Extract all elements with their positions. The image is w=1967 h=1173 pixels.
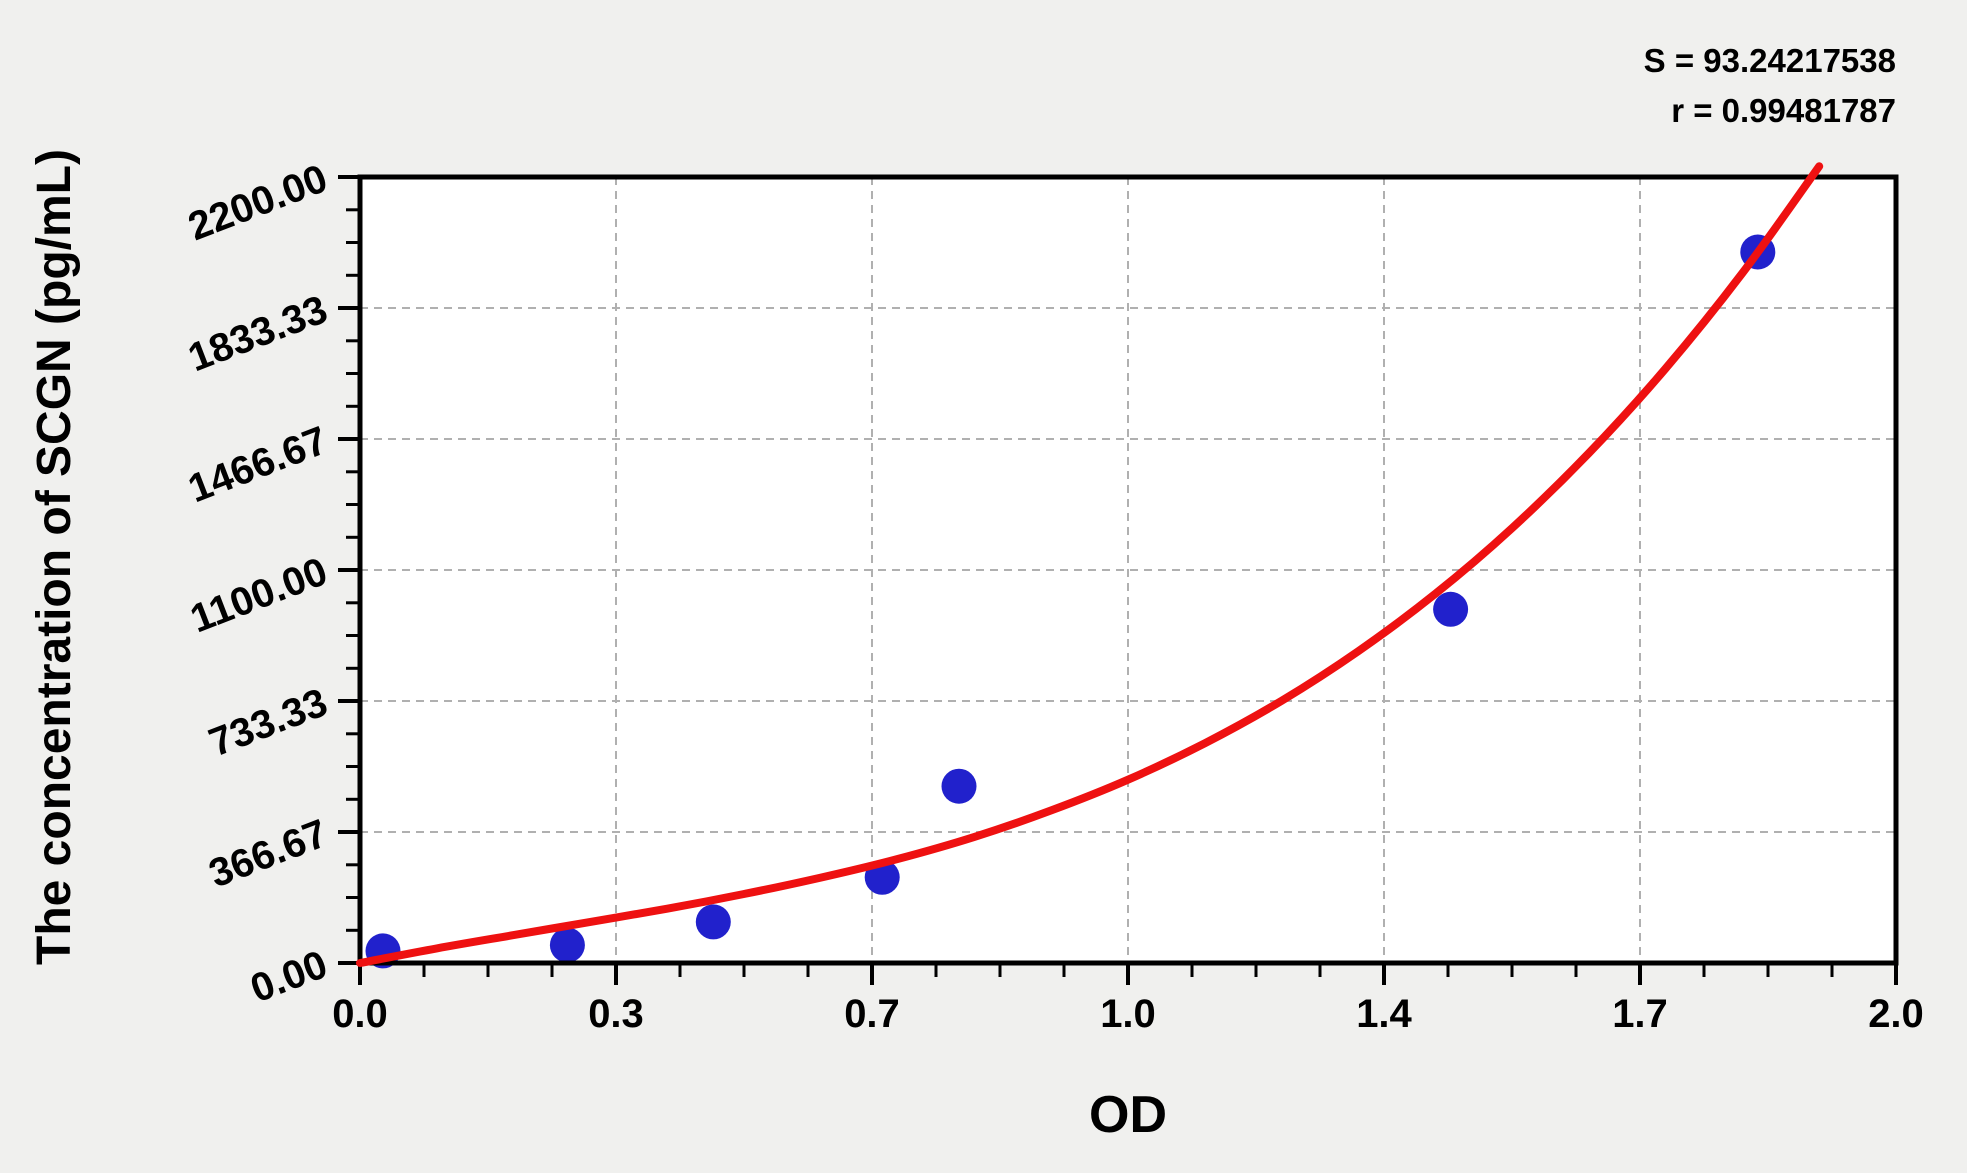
data-point bbox=[1433, 591, 1469, 627]
y-axis-tick-label: 1833.33 bbox=[182, 287, 333, 380]
x-axis-tick-label: 0.3 bbox=[588, 992, 644, 1036]
x-axis-tick-label: 2.0 bbox=[1868, 992, 1924, 1036]
data-point bbox=[941, 768, 977, 804]
y-axis-tick-label: 2200.00 bbox=[182, 156, 333, 249]
x-axis-tick-label: 0.7 bbox=[844, 992, 900, 1036]
fit-curve-group bbox=[356, 162, 1824, 967]
data-point bbox=[549, 927, 585, 963]
x-axis-tick-label: 1.7 bbox=[1612, 992, 1668, 1036]
x-axis-tick-label: 1.0 bbox=[1100, 992, 1156, 1036]
y-axis-tick-label: 366.67 bbox=[203, 811, 333, 896]
stat-r-value: r = 0.99481787 bbox=[1671, 92, 1896, 129]
stat-s-value: S = 93.24217538 bbox=[1644, 42, 1896, 79]
x-axis-tick-label: 0.0 bbox=[332, 992, 388, 1036]
y-axis-tick-label: 733.33 bbox=[203, 680, 333, 765]
y-axis-tick-label: 0.00 bbox=[245, 942, 333, 1011]
data-point bbox=[695, 904, 731, 940]
x-axis-tick-label: 1.4 bbox=[1356, 992, 1412, 1036]
y-axis-title: The concentration of SCGN (pg/mL) bbox=[28, 149, 81, 965]
y-axis-tick-label: 1466.67 bbox=[182, 418, 333, 511]
y-axis-tick-label: 1100.00 bbox=[185, 549, 334, 641]
x-axis-title: OD bbox=[1089, 1086, 1167, 1144]
fit-curve bbox=[356, 162, 1824, 967]
gridlines bbox=[360, 177, 1896, 963]
